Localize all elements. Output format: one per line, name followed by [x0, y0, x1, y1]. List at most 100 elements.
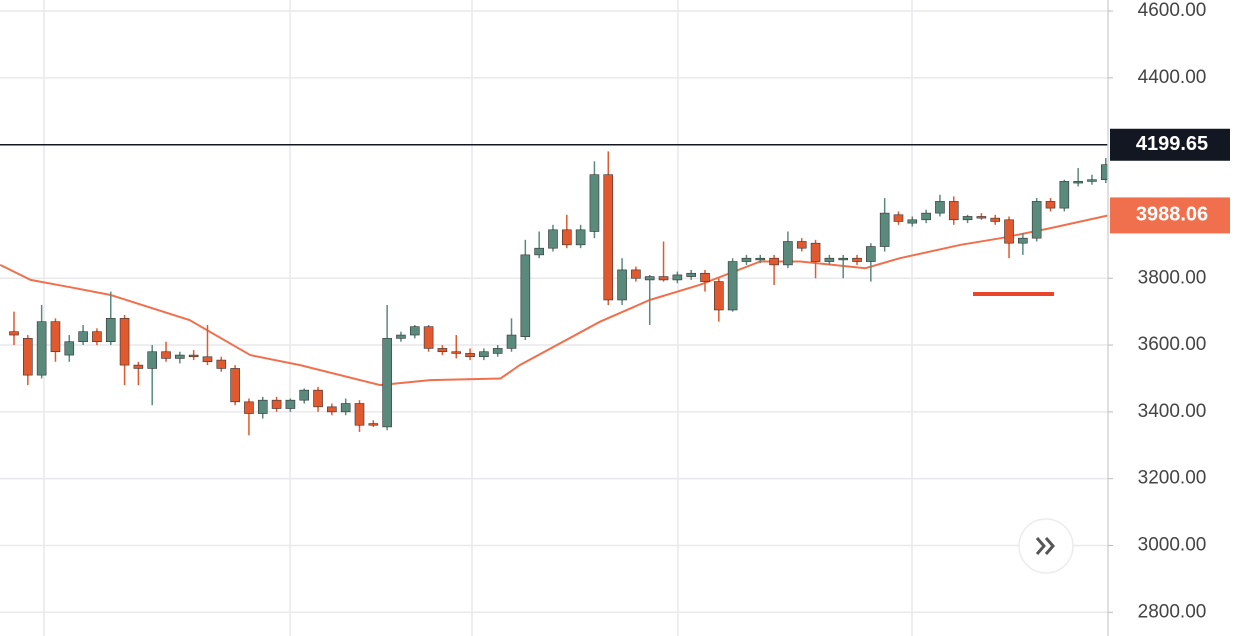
candle-body — [548, 229, 558, 249]
candle-body — [838, 257, 849, 261]
candle-body — [617, 269, 627, 301]
candle-body — [382, 338, 392, 428]
candle-body — [479, 351, 489, 358]
candle-body — [921, 212, 931, 221]
candle-body — [1087, 179, 1097, 182]
candle-body — [216, 359, 227, 369]
y-tick-label: 3600.00 — [1138, 334, 1207, 355]
candle-body — [202, 356, 213, 363]
candle-body — [340, 403, 351, 413]
candle-body — [672, 274, 683, 281]
candle-body — [119, 318, 130, 366]
candle-body — [976, 216, 987, 219]
candle-body — [893, 214, 904, 222]
y-tick-label: 3800.00 — [1138, 267, 1207, 288]
ma-price-label: 3988.06 — [1136, 204, 1208, 226]
moving-average — [0, 214, 1109, 387]
candle-body — [783, 241, 793, 266]
candle-body — [437, 348, 448, 353]
candle-body — [948, 201, 959, 221]
candle-body — [161, 351, 171, 359]
candle-body — [520, 254, 531, 338]
ma-price-tag — [1110, 197, 1230, 234]
candle-body — [36, 321, 47, 376]
candle-body — [285, 399, 296, 409]
candle-body — [1059, 181, 1070, 209]
candle-body — [451, 351, 462, 354]
y-tick-label: 3000.00 — [1138, 534, 1207, 555]
candle-body — [990, 217, 1001, 222]
candle-body — [866, 246, 876, 262]
scroll-button-bg[interactable] — [1018, 518, 1074, 574]
candle-body — [852, 257, 862, 262]
candle-body — [686, 272, 696, 277]
candle-body — [64, 341, 75, 356]
candle-body — [9, 331, 19, 336]
candle-body — [631, 269, 641, 279]
candle-body — [354, 403, 365, 426]
candle-body — [769, 257, 779, 266]
candle-body — [589, 174, 600, 232]
candle-body — [175, 354, 185, 359]
candle-body — [257, 399, 268, 414]
last-price-label: 4199.65 — [1136, 133, 1208, 155]
candle-body — [105, 318, 116, 343]
y-tick-label: 4400.00 — [1138, 67, 1207, 88]
candle-body — [313, 389, 323, 408]
candle-body — [603, 174, 614, 301]
candle-body — [230, 368, 240, 403]
candle-body — [271, 399, 282, 409]
candle-body — [396, 334, 406, 339]
time-grid — [43, 0, 913, 636]
price-axis — [1108, 0, 1238, 636]
y-tick-label: 3200.00 — [1138, 468, 1207, 489]
candle-body — [962, 216, 973, 221]
candle-body — [1031, 201, 1042, 239]
candle-body — [299, 389, 310, 401]
y-tick-label: 3400.00 — [1138, 401, 1207, 422]
candle-body — [492, 348, 503, 354]
scroll-icon[interactable] — [1035, 537, 1055, 555]
axis-labels: 4600.00 4400.00 3800.00 3600.00 3400.00 3200.… — [1108, 0, 1230, 622]
candle-body — [879, 212, 890, 247]
candle-body — [92, 331, 102, 343]
candle-body — [907, 219, 918, 224]
candle-body — [700, 272, 710, 282]
candle-body — [755, 257, 766, 261]
candle-body — [409, 326, 420, 336]
candle-body — [506, 334, 517, 349]
candle-body — [644, 276, 655, 281]
candle-body — [188, 354, 199, 358]
last-price-tag — [1110, 128, 1230, 161]
candle-body — [575, 229, 586, 246]
candle-body — [133, 364, 144, 369]
plot — [0, 144, 1111, 436]
candle-body — [714, 281, 724, 311]
candle-body — [741, 257, 752, 262]
candle-body — [327, 406, 337, 413]
candle-body — [796, 241, 807, 249]
grid — [0, 10, 1108, 614]
candle-body — [810, 242, 821, 262]
candle-body — [534, 247, 544, 256]
candle-body — [78, 331, 88, 343]
candle-body — [1004, 219, 1014, 244]
candle-body — [147, 351, 157, 369]
candle-body — [727, 261, 738, 311]
candle-body — [935, 201, 945, 214]
candle-body — [368, 423, 379, 426]
candle-body — [23, 338, 33, 376]
scroll-button[interactable] — [1018, 518, 1074, 574]
candle-body — [465, 353, 475, 358]
candle-body — [561, 229, 572, 246]
candle-body — [1045, 201, 1056, 209]
candle-body — [658, 276, 669, 281]
candle-body — [1073, 181, 1083, 184]
candle-body — [50, 321, 61, 353]
candle-body — [423, 326, 434, 349]
candle-body — [824, 257, 835, 262]
candle-body — [244, 401, 254, 414]
y-tick-label: 4600.00 — [1138, 0, 1207, 21]
y-tick-label: 2800.00 — [1138, 601, 1207, 622]
